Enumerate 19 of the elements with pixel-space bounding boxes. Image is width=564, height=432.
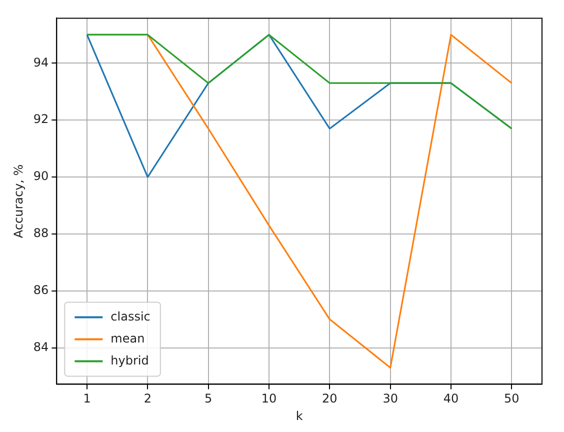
x-tick-label: 1 <box>83 392 91 406</box>
x-tick-label: 2 <box>144 392 152 406</box>
y-tick-label: 94 <box>33 55 49 70</box>
legend-label: hybrid <box>110 353 149 368</box>
x-tick-label: 50 <box>504 392 520 406</box>
x-axis-title: k <box>296 408 303 423</box>
legend-label: mean <box>110 331 145 346</box>
x-tick-label: 5 <box>204 392 212 406</box>
y-axis-title: Accuracy, % <box>11 164 26 238</box>
x-tick-label: 30 <box>382 392 398 406</box>
y-tick-label: 84 <box>33 340 49 354</box>
x-tick-label: 40 <box>443 392 459 406</box>
y-tick-label: 92 <box>33 112 49 126</box>
legend-label: classic <box>110 309 150 324</box>
x-tick-label: 10 <box>261 392 277 406</box>
x-tick-label: 20 <box>322 392 338 406</box>
y-tick-label: 88 <box>33 226 49 240</box>
y-tick-label: 86 <box>33 282 49 297</box>
y-tick-label: 90 <box>33 169 49 184</box>
